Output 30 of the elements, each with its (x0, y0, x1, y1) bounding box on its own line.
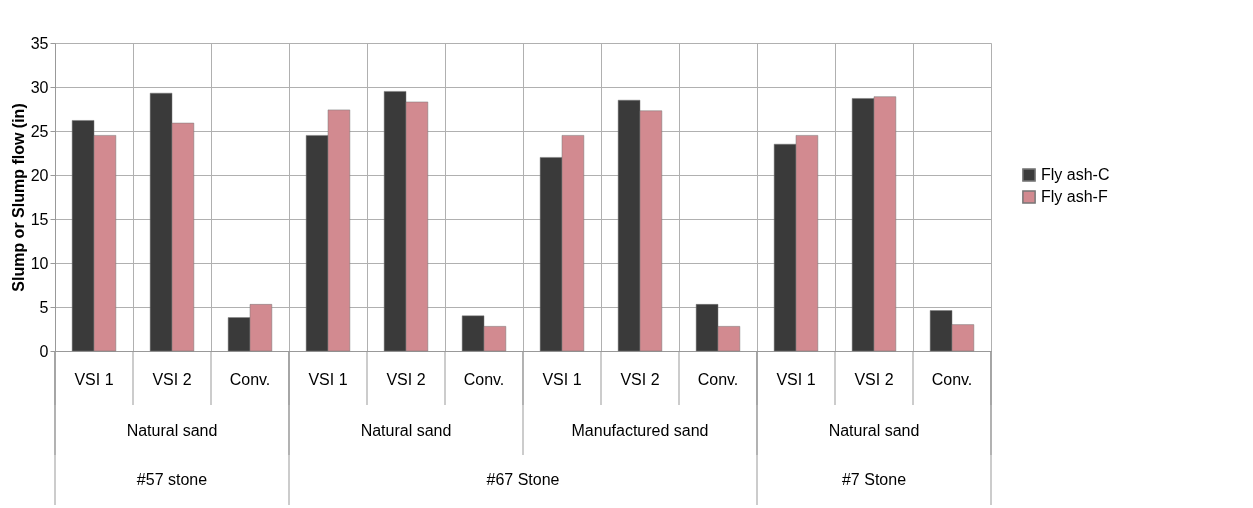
x-tick-label: VSI 1 (776, 371, 816, 388)
y-tick-label: 0 (39, 342, 49, 360)
x-tick-label: VSI 1 (308, 371, 348, 388)
x-tick-label: VSI 2 (620, 371, 660, 388)
y-tick-label: 30 (30, 78, 49, 96)
text: Natural sand (828, 422, 920, 439)
text: Natural sand (126, 422, 218, 439)
y-tick-label: 20 (30, 166, 49, 184)
x-tick-label: VSI 2 (854, 371, 894, 388)
text: #57 stone (136, 471, 208, 488)
y-tick-label: 5 (39, 298, 49, 316)
x-tick-label: Conv. (697, 371, 739, 388)
legend-label: Fly ash-F (1041, 188, 1108, 205)
x-tick-label: Conv. (229, 371, 271, 388)
y-tick-label: 10 (30, 254, 49, 272)
x-tick-label: VSI 2 (152, 371, 192, 388)
x-tick-label: Conv. (931, 371, 973, 388)
text: #7 Stone (841, 471, 907, 488)
text: Natural sand (360, 422, 452, 439)
x-tick-label: VSI 2 (386, 371, 426, 388)
y-tick-label: 25 (30, 122, 49, 140)
text: Manufactured sand (571, 422, 709, 439)
y-tick-label: 35 (30, 34, 49, 52)
y-tick-label: 15 (30, 210, 49, 228)
x-tick-label: VSI 1 (74, 371, 114, 388)
legend-label: Fly ash-C (1041, 166, 1110, 183)
text: #67 Stone (486, 471, 560, 488)
y-axis-title: Slump or Slump flow (in) (9, 103, 27, 292)
x-tick-label: Conv. (463, 371, 505, 388)
x-tick-label: VSI 1 (542, 371, 582, 388)
